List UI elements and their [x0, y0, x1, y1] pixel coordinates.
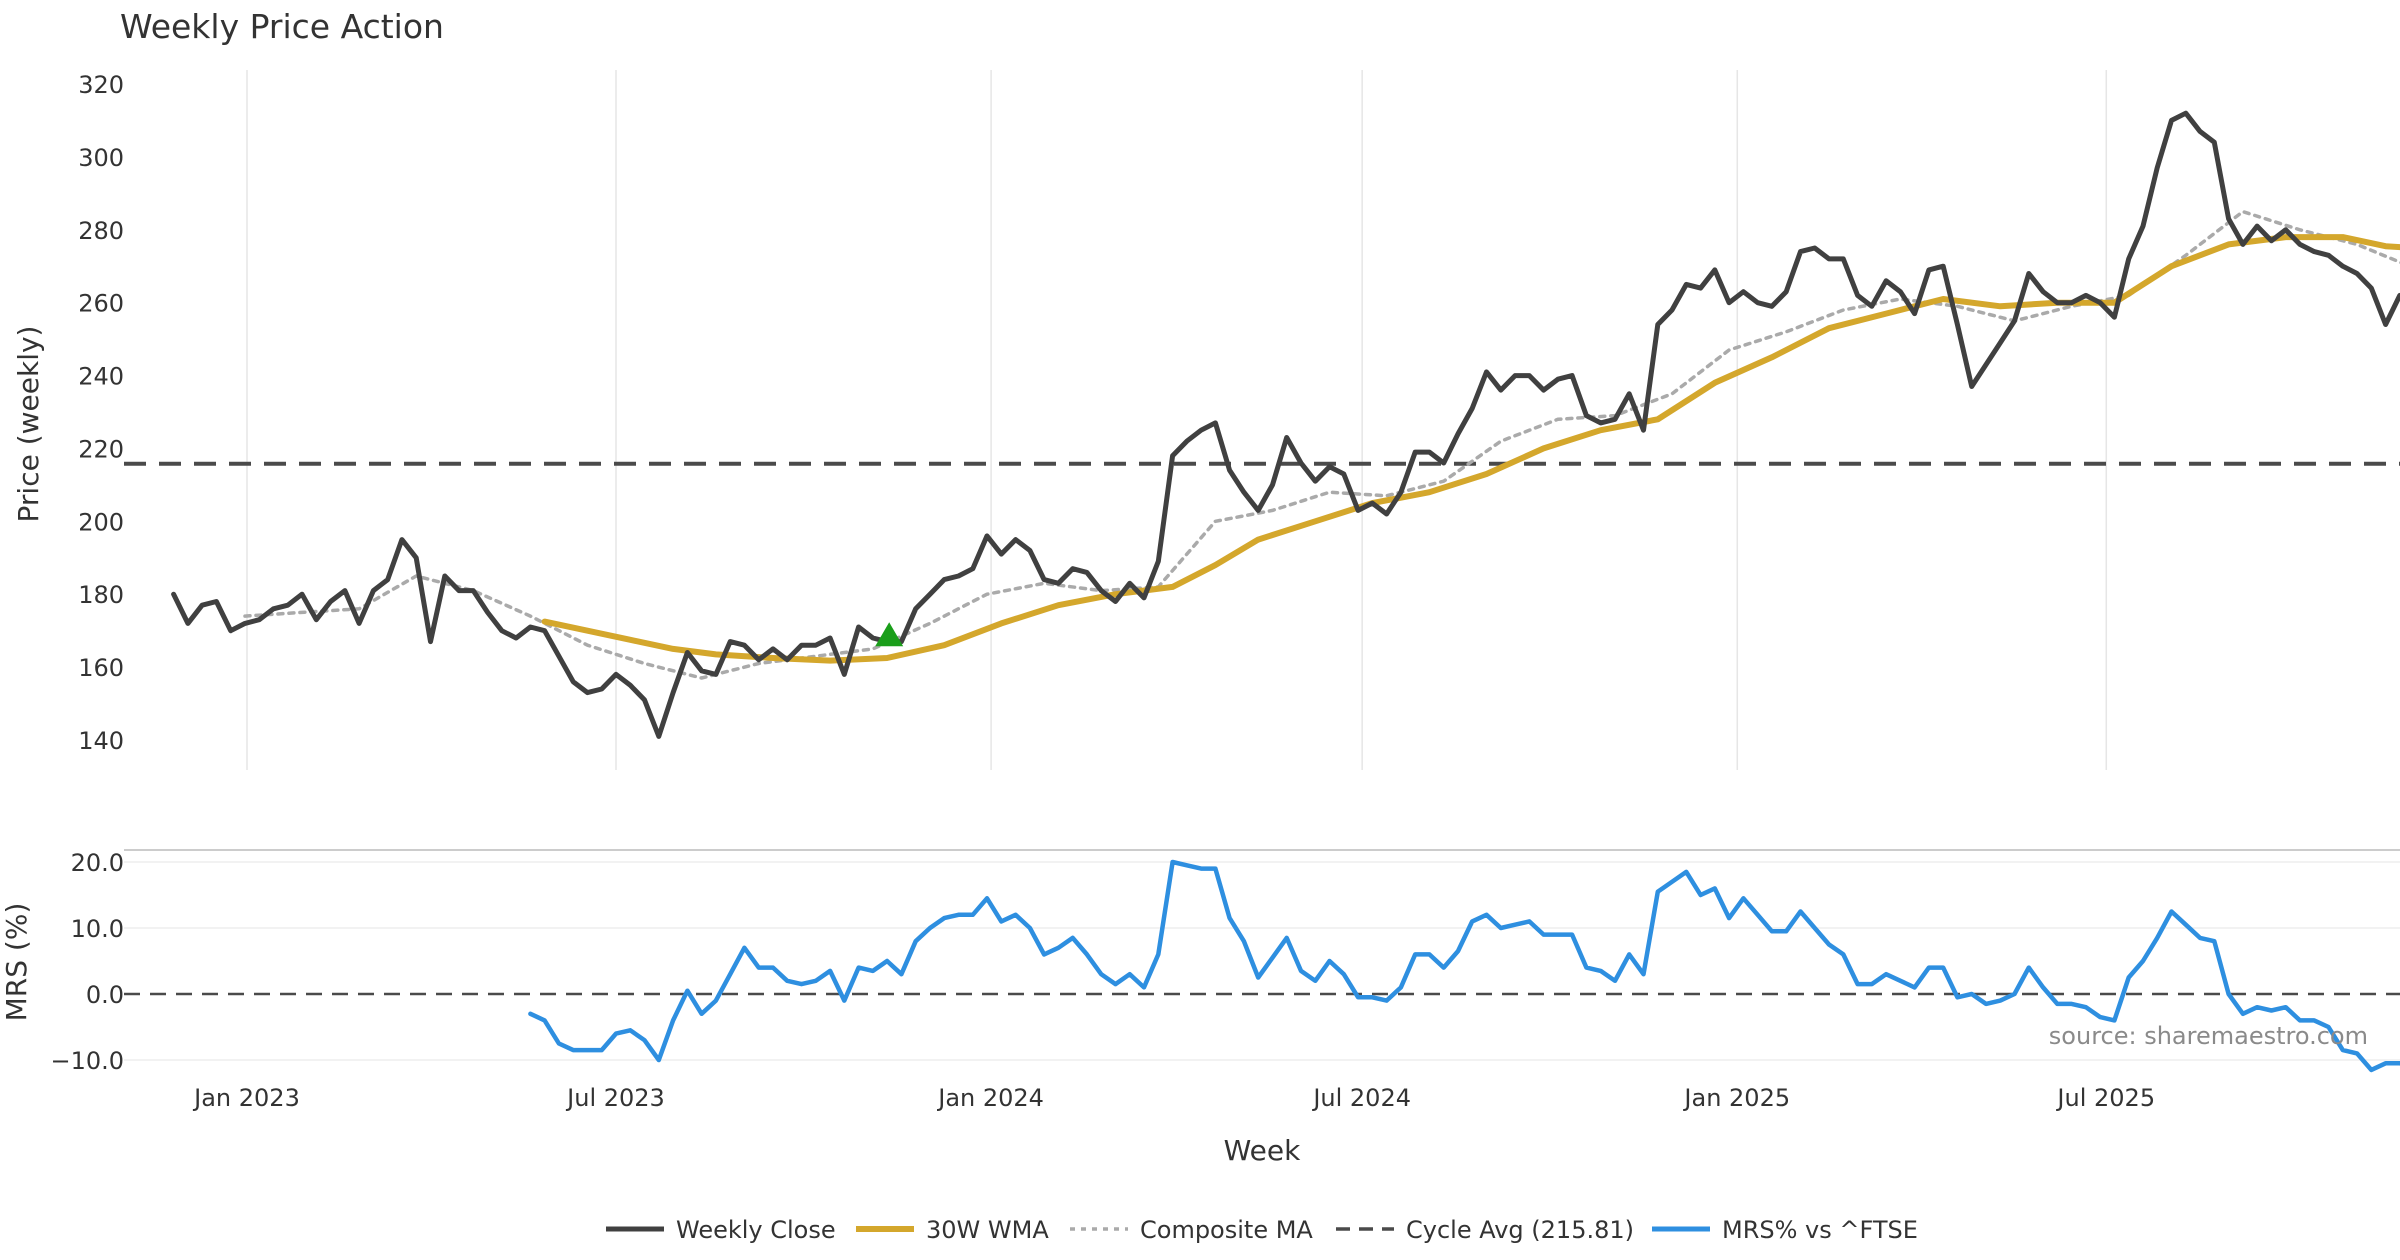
wma-30w-line [541, 234, 2400, 664]
composite-ma-line [243, 209, 2400, 680]
legend-label-3: Cycle Avg (215.81) [1406, 1216, 1634, 1244]
x-tick-labels: Jan 2023 Jul 2023 Jan 2024 Jul 2024 Jan 2025… [192, 1084, 2155, 1112]
x-tick-2: Jan 2024 [936, 1084, 1044, 1112]
mrs-y-axis-label: MRS (%) [0, 903, 33, 1022]
legend-label-2: Composite MA [1140, 1216, 1313, 1244]
mrs-ytick-1: 10.0 [71, 915, 124, 943]
legend-label-0: Weekly Close [676, 1216, 836, 1244]
chart-title: Weekly Price Action [120, 7, 444, 46]
mrs-line [528, 859, 2400, 1073]
price-ytick-4: 220 [78, 435, 124, 463]
price-y-axis-label: Price (weekly) [12, 326, 45, 523]
price-ytick-9: 320 [78, 71, 124, 99]
price-ytick-0: 140 [78, 727, 124, 755]
price-ytick-3: 200 [78, 508, 124, 536]
price-ytick-5: 240 [78, 363, 124, 391]
chart-legend: Weekly Close 30W WMA Composite MA Cycle Avg… [606, 1216, 1918, 1244]
x-tick-5: Jul 2025 [2055, 1084, 2155, 1112]
legend-label-4: MRS% vs ^FTSE [1722, 1216, 1918, 1244]
mrs-series-group [528, 859, 2400, 1073]
x-axis-label: Week [1224, 1134, 1301, 1167]
buy-signal-marker [875, 622, 904, 647]
x-tick-4: Jan 2025 [1682, 1084, 1790, 1112]
price-ytick-6: 260 [78, 290, 124, 318]
x-tick-3: Jul 2024 [1311, 1084, 1411, 1112]
price-ytick-1: 160 [78, 654, 124, 682]
price-ytick-2: 180 [78, 581, 124, 609]
price-series-group [171, 110, 2400, 739]
x-tick-1: Jul 2023 [565, 1084, 665, 1112]
x-tick-0: Jan 2023 [192, 1084, 300, 1112]
mrs-ytick-2: 0.0 [86, 981, 124, 1009]
price-y-tick-labels: 140 160 180 200 220 240 260 280 300 320 [78, 71, 124, 755]
mrs-ytick-3: −10.0 [50, 1047, 124, 1075]
source-label: source: sharemaestro.com [2049, 1022, 2368, 1050]
price-ytick-7: 280 [78, 217, 124, 245]
mrs-gridlines [124, 861, 2400, 1061]
mrs-y-tick-labels: 20.0 10.0 0.0 −10.0 [50, 849, 124, 1075]
mrs-ytick-0: 20.0 [71, 849, 124, 877]
weekly-close-line [171, 110, 2400, 739]
price-ytick-8: 300 [78, 144, 124, 172]
price-gridlines [246, 70, 2108, 770]
legend-label-1: 30W WMA [926, 1216, 1049, 1244]
